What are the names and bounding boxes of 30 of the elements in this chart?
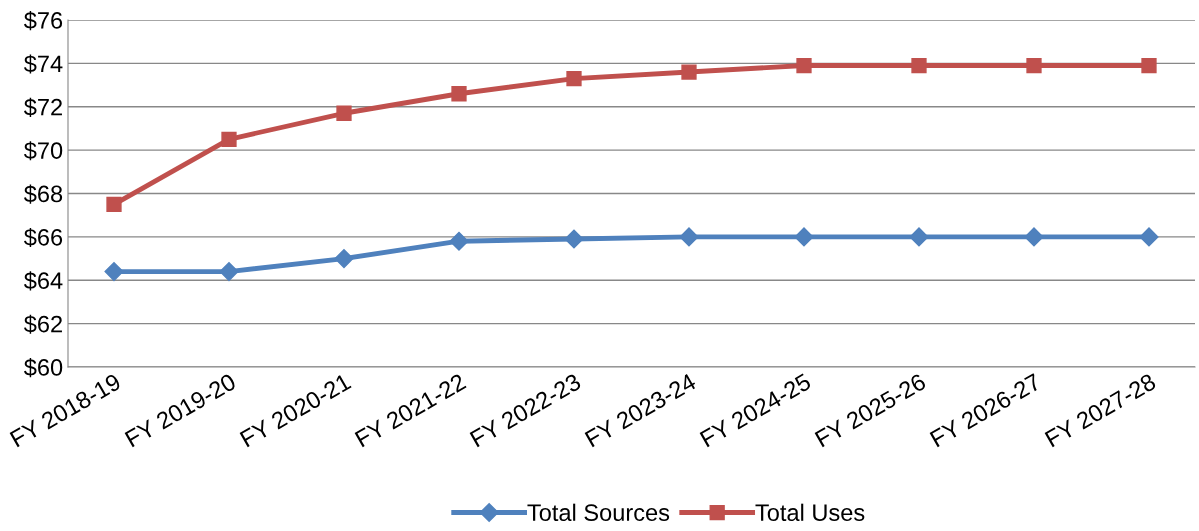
y-tick-label: $74	[24, 54, 63, 74]
point	[1026, 57, 1042, 74]
point	[1141, 57, 1157, 74]
point	[679, 227, 699, 247]
point	[449, 231, 469, 251]
point	[104, 262, 124, 282]
y-tick-label: $66	[24, 227, 63, 248]
point	[796, 57, 812, 74]
point	[219, 262, 239, 282]
y-tick-label: $68	[24, 184, 63, 204]
y-tick-label: $64	[24, 271, 63, 291]
point	[794, 227, 814, 247]
point	[1024, 227, 1044, 247]
point	[451, 86, 467, 102]
point	[221, 131, 237, 147]
point	[1139, 227, 1159, 247]
y-tick-label: $72	[24, 97, 62, 117]
point	[564, 229, 584, 249]
point	[909, 227, 929, 247]
point	[106, 196, 122, 212]
point	[336, 105, 352, 121]
y-tick-label: $62	[24, 314, 62, 334]
point	[681, 64, 697, 80]
y-tick-label: $70	[24, 141, 63, 161]
y-tick-label: $76	[24, 11, 63, 31]
point	[911, 57, 927, 74]
point	[334, 249, 354, 269]
legend-label: Total Uses	[755, 503, 865, 522]
legend-label: Total Sources	[527, 503, 670, 522]
point	[566, 70, 582, 87]
